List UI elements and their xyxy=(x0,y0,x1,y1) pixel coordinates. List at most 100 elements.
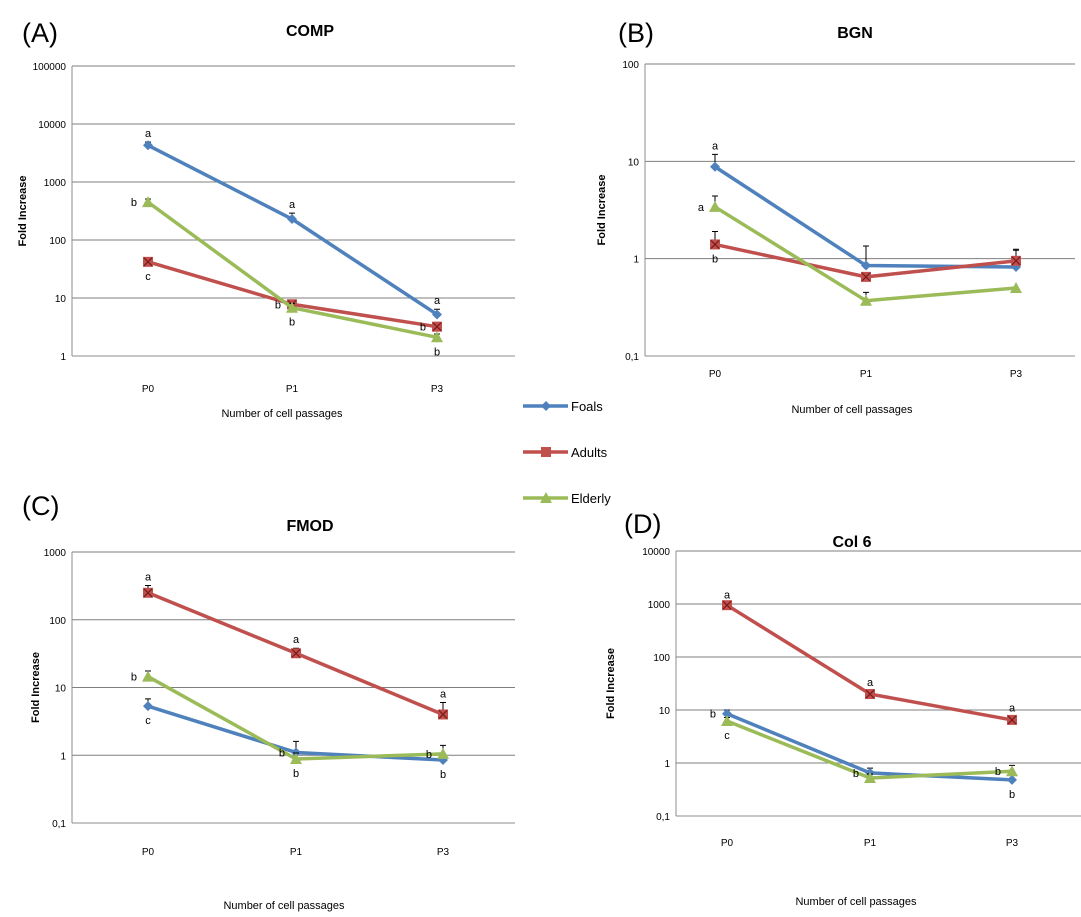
significance-label: c xyxy=(145,271,151,283)
y-tick-label: 1 xyxy=(664,759,670,770)
y-axis-label: Fold Increase xyxy=(30,652,42,723)
x-tick-label: P0 xyxy=(142,384,155,395)
series-elderly xyxy=(142,196,443,343)
chart-title: FMOD xyxy=(286,518,333,535)
y-axis-label: Fold Increase xyxy=(17,176,29,247)
legend: Foals Adults Elderly xyxy=(523,399,611,506)
x-tick-label: P3 xyxy=(1006,838,1019,849)
significance-label: b xyxy=(1009,789,1015,801)
marker-cross xyxy=(710,240,720,249)
panel-b: (B) BGN 0,1 1 10 100 P0 P1 P3 Number of cell pass… xyxy=(596,18,1075,416)
data-point xyxy=(142,196,154,208)
significance-label: b xyxy=(995,766,1001,778)
data-point xyxy=(432,309,442,320)
x-tick-label: P0 xyxy=(721,838,734,849)
y-tick-label: 10000 xyxy=(38,120,66,131)
significance-label: a xyxy=(698,202,705,214)
y-tick-label: 0,1 xyxy=(52,819,66,830)
significance-label: a xyxy=(867,677,874,689)
x-axis-label: Number of cell passages xyxy=(221,408,343,420)
y-tick-label: 10 xyxy=(628,157,640,168)
marker-cross xyxy=(861,272,871,282)
significance-label: b xyxy=(710,709,716,721)
data-point xyxy=(431,331,443,343)
marker-cross xyxy=(1007,715,1017,725)
data-point xyxy=(291,747,301,758)
significance-label: a xyxy=(145,572,152,584)
y-tick-label: 1 xyxy=(60,352,66,363)
marker-cross xyxy=(143,588,153,598)
marker-cross xyxy=(1011,256,1021,266)
x-tick-label: P0 xyxy=(142,847,155,858)
data-point xyxy=(1010,281,1022,293)
significance-label: b xyxy=(712,253,718,265)
data-point xyxy=(710,161,720,172)
y-tick-label: 1000 xyxy=(648,600,671,611)
series-elderly xyxy=(721,715,1018,784)
significance-label: a xyxy=(724,589,731,601)
marker-cross xyxy=(865,689,875,699)
significance-label: b xyxy=(420,322,426,334)
data-point xyxy=(1007,774,1017,785)
data-point xyxy=(864,772,876,784)
data-point xyxy=(709,200,721,212)
series-line xyxy=(726,603,1013,722)
data-point xyxy=(721,715,733,727)
data-point xyxy=(437,747,449,759)
series-adults xyxy=(143,585,448,720)
y-tick-label: 100 xyxy=(49,616,66,627)
significance-label: a xyxy=(293,634,300,646)
significance-label: c xyxy=(724,730,730,742)
panel-a: (A) COMP 1 10 100 1000 10000 100000 P0 P1 P3 Number… xyxy=(17,18,515,420)
legend-marker xyxy=(541,447,551,457)
series-foals xyxy=(143,140,442,320)
series-adults xyxy=(710,231,1021,282)
chart-title: Col 6 xyxy=(832,534,871,551)
y-tick-label: 1000 xyxy=(44,548,67,559)
y-tick-label: 100 xyxy=(49,236,66,247)
series-line xyxy=(147,143,438,316)
x-axis-label: Number of cell passages xyxy=(791,404,913,416)
data-point xyxy=(143,140,153,151)
y-tick-label: 10000 xyxy=(642,547,670,558)
x-tick-label: P3 xyxy=(431,384,444,395)
data-point xyxy=(861,260,871,271)
data-point xyxy=(860,294,872,306)
legend-marker xyxy=(541,401,551,411)
data-point xyxy=(286,301,298,313)
marker-cross xyxy=(722,600,732,610)
y-tick-label: 1 xyxy=(633,255,639,266)
significance-label: a xyxy=(1009,703,1016,715)
series-elderly xyxy=(709,195,1022,306)
x-tick-label: P1 xyxy=(864,838,877,849)
chart-title: BGN xyxy=(837,25,873,42)
x-tick-label: P3 xyxy=(437,847,450,858)
x-tick-label: P1 xyxy=(290,847,303,858)
significance-label: b xyxy=(279,747,285,759)
legend-label: Elderly xyxy=(571,491,611,506)
x-tick-label: P1 xyxy=(286,384,299,395)
x-axis-label: Number of cell passages xyxy=(795,896,917,908)
data-point xyxy=(1006,765,1018,777)
panel-label: (C) xyxy=(22,491,59,521)
y-tick-label: 10 xyxy=(55,684,67,695)
x-axis-label: Number of cell passages xyxy=(223,900,345,912)
marker-cross xyxy=(438,710,448,719)
significance-label: b xyxy=(434,346,440,358)
series-adults xyxy=(722,600,1017,725)
significance-label: b xyxy=(426,749,432,761)
panel-c: (C) FMOD 0,1 1 10 100 1000 P0 P1 P3 Number of cell… xyxy=(22,491,515,912)
significance-label: b xyxy=(131,672,137,684)
y-tick-label: 100 xyxy=(622,60,639,71)
y-tick-label: 100 xyxy=(653,653,670,664)
significance-label: b xyxy=(293,768,299,780)
significance-label: b xyxy=(289,317,295,329)
y-tick-label: 1000 xyxy=(44,178,67,189)
y-tick-label: 0,1 xyxy=(656,812,670,823)
data-point xyxy=(142,670,154,682)
panel-label: (B) xyxy=(618,18,654,48)
significance-label: b xyxy=(131,197,137,209)
data-point xyxy=(143,701,153,712)
significance-label: a xyxy=(145,128,152,140)
